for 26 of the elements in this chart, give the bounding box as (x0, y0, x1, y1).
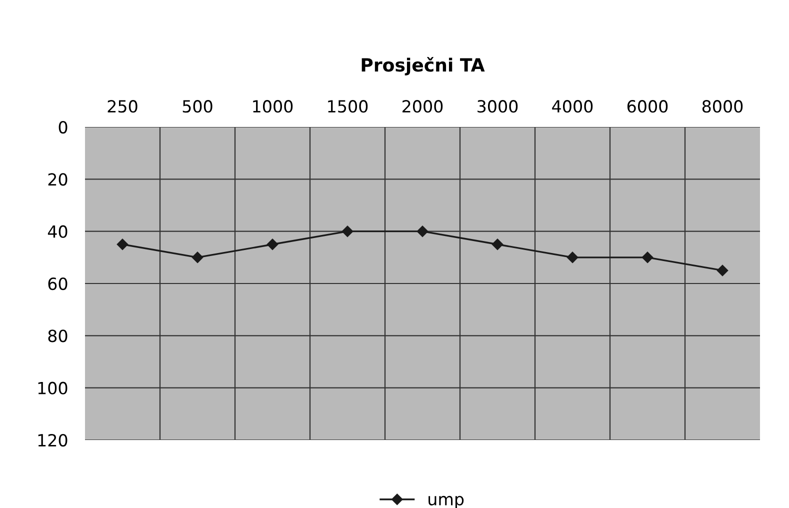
point (116, 238, 128, 250)
x-tick-label: 6000 (627, 100, 668, 113)
y-tick-label: 20 (48, 173, 68, 186)
point (716, 264, 728, 276)
x-tick-label: 3000 (478, 100, 518, 113)
x-tick-label: 500 (182, 100, 212, 113)
x-tick-label: 250 (108, 100, 138, 113)
x-tick-label: 4000 (552, 100, 593, 113)
point (416, 226, 428, 237)
point (192, 252, 204, 264)
y-tick-label: 40 (48, 225, 68, 238)
x-tick-label: 8000 (702, 100, 743, 113)
y-tick-label: 80 (48, 330, 68, 342)
x-tick-label: 2000 (402, 100, 443, 113)
point (642, 252, 654, 264)
point (342, 226, 354, 237)
y-tick-label: 120 (38, 434, 68, 447)
x-tick-label: 1500 (328, 100, 368, 113)
point (266, 238, 278, 250)
chart-title: Prosječni TA (362, 57, 485, 76)
x-tick-label: 1000 (253, 100, 293, 113)
point (566, 252, 578, 264)
y-tick-label: 60 (48, 277, 68, 290)
y-tick-label: 0 (58, 120, 68, 134)
point (492, 238, 504, 250)
y-tick-label: 100 (38, 382, 68, 394)
